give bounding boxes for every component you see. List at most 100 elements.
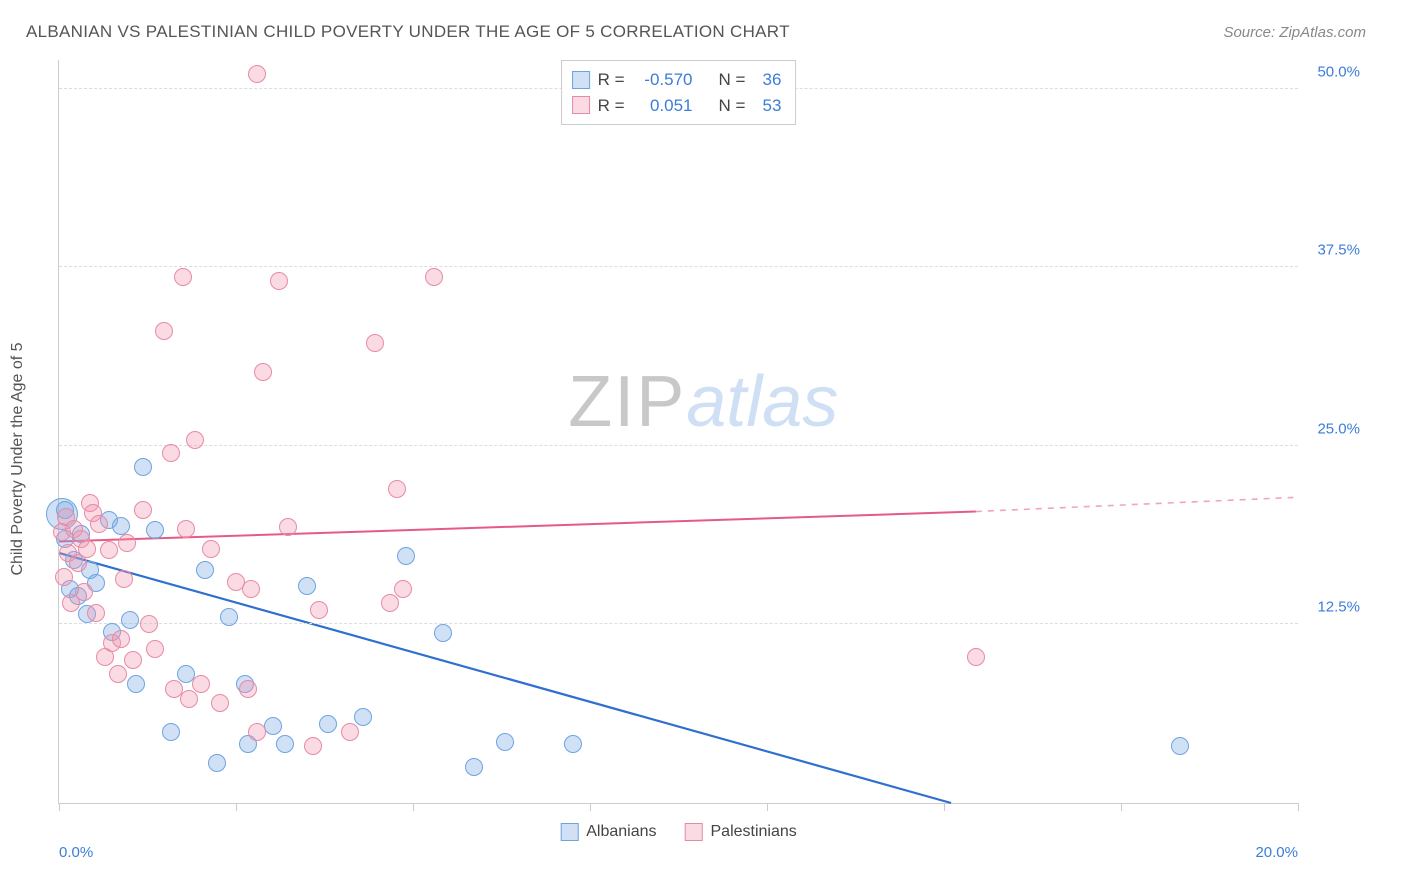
data-point (112, 517, 130, 535)
data-point (394, 580, 412, 598)
data-point (1171, 737, 1189, 755)
data-point (140, 615, 158, 633)
x-tick (944, 803, 945, 811)
data-point (196, 561, 214, 579)
data-point (248, 65, 266, 83)
watermark-zip: ZIP (568, 362, 686, 442)
regression-line (59, 512, 976, 542)
data-point (174, 268, 192, 286)
x-tick (767, 803, 768, 811)
r-label: R = (598, 93, 625, 119)
data-point (162, 444, 180, 462)
y-tick-label: 37.5% (1317, 242, 1360, 259)
stats-row-palestinians: R = 0.051 N = 53 (572, 93, 782, 119)
data-point (279, 518, 297, 536)
data-point (87, 604, 105, 622)
data-point (109, 665, 127, 683)
data-point (354, 708, 372, 726)
data-point (162, 723, 180, 741)
data-point (465, 758, 483, 776)
data-point (248, 723, 266, 741)
data-point (304, 737, 322, 755)
data-point (298, 577, 316, 595)
data-point (112, 630, 130, 648)
data-point (115, 570, 133, 588)
chart-title: ALBANIAN VS PALESTINIAN CHILD POVERTY UN… (26, 22, 790, 42)
data-point (967, 648, 985, 666)
swatch-palestinians (685, 823, 703, 841)
data-point (270, 272, 288, 290)
data-point (202, 540, 220, 558)
x-tick (1298, 803, 1299, 811)
data-point (146, 521, 164, 539)
stats-row-albanians: R = -0.570 N = 36 (572, 67, 782, 93)
regression-line-ext (976, 497, 1298, 511)
y-tick-label: 25.0% (1317, 420, 1360, 437)
n-value-albanians: 36 (753, 67, 781, 93)
r-value-palestinians: 0.051 (633, 93, 693, 119)
data-point (100, 541, 118, 559)
data-point (75, 583, 93, 601)
legend-label-palestinians: Palestinians (711, 823, 797, 841)
data-point (155, 322, 173, 340)
data-point (208, 754, 226, 772)
data-point (118, 534, 136, 552)
n-value-palestinians: 53 (753, 93, 781, 119)
source-attribution: Source: ZipAtlas.com (1223, 24, 1366, 41)
plot-area: ZIPatlas R = -0.570 N = 36 R = 0.051 N =… (58, 60, 1298, 804)
data-point (146, 640, 164, 658)
stats-legend-box: R = -0.570 N = 36 R = 0.051 N = 53 (561, 60, 797, 125)
y-tick-label: 50.0% (1317, 63, 1360, 80)
legend-item-palestinians: Palestinians (685, 823, 797, 841)
r-label: R = (598, 67, 625, 93)
data-point (310, 601, 328, 619)
gridline (59, 445, 1298, 446)
data-point (254, 363, 272, 381)
data-point (388, 480, 406, 498)
data-point (177, 520, 195, 538)
data-point (211, 694, 229, 712)
n-label: N = (719, 67, 746, 93)
data-point (180, 690, 198, 708)
data-point (192, 675, 210, 693)
x-tick (236, 803, 237, 811)
data-point (366, 334, 384, 352)
data-point (239, 680, 257, 698)
data-point (134, 458, 152, 476)
legend-item-albanians: Albanians (560, 823, 656, 841)
legend-label-albanians: Albanians (586, 823, 656, 841)
swatch-palestinians (572, 96, 590, 114)
data-point (121, 611, 139, 629)
data-point (134, 501, 152, 519)
data-point (381, 594, 399, 612)
data-point (264, 717, 282, 735)
n-label: N = (719, 93, 746, 119)
swatch-albanians (560, 823, 578, 841)
x-tick-label: 0.0% (59, 844, 93, 861)
data-point (276, 735, 294, 753)
x-tick (413, 803, 414, 811)
data-point (496, 733, 514, 751)
data-point (186, 431, 204, 449)
gridline (59, 266, 1298, 267)
y-axis-label: Child Poverty Under the Age of 5 (9, 342, 27, 575)
gridline (59, 623, 1298, 624)
swatch-albanians (572, 71, 590, 89)
watermark-atlas: atlas (686, 362, 838, 442)
x-tick (59, 803, 60, 811)
x-tick-label: 20.0% (1255, 844, 1298, 861)
data-point (341, 723, 359, 741)
x-tick (1121, 803, 1122, 811)
data-point (90, 515, 108, 533)
watermark: ZIPatlas (568, 361, 838, 443)
data-point (55, 568, 73, 586)
data-point (425, 268, 443, 286)
data-point (127, 675, 145, 693)
bottom-legend: Albanians Palestinians (560, 823, 797, 841)
r-value-albanians: -0.570 (633, 67, 693, 93)
chart-container: Child Poverty Under the Age of 5 ZIPatla… (26, 48, 1366, 852)
data-point (124, 651, 142, 669)
data-point (319, 715, 337, 733)
data-point (78, 540, 96, 558)
data-point (397, 547, 415, 565)
